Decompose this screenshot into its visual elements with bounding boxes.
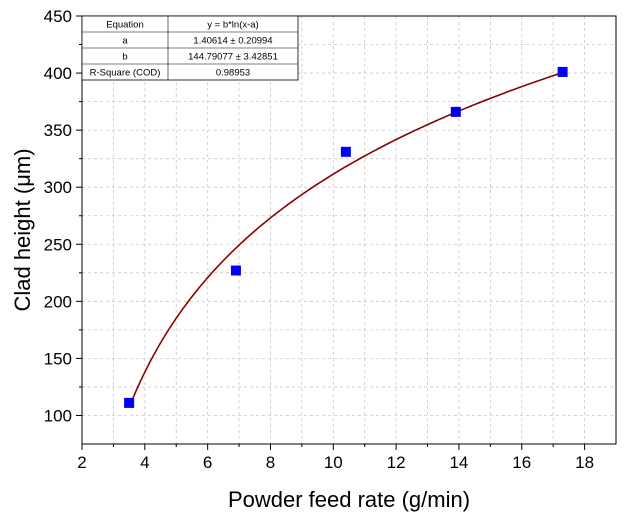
fit-table-value: 1.40614 ± 0.20994	[193, 36, 272, 47]
y-tick-label: 250	[44, 235, 72, 254]
fit-results-table: Equation y = b*ln(x-a) a 1.40614 ± 0.20994 b…	[81, 15, 299, 81]
data-point	[450, 106, 461, 117]
y-tick-label: 300	[44, 178, 72, 197]
x-axis-title: Powder feed rate (g/min)	[228, 487, 470, 512]
x-tick-label: 16	[512, 453, 531, 472]
x-tick-label: 2	[77, 453, 86, 472]
fit-table-label: a	[122, 36, 128, 47]
fit-table-label: R-Square (COD)	[90, 68, 161, 79]
fit-curve-group	[128, 71, 563, 408]
x-tick-label: 6	[203, 453, 212, 472]
x-tick-label: 4	[140, 453, 149, 472]
y-tick-label: 200	[44, 292, 72, 311]
data-point	[124, 397, 135, 408]
x-tick-label: 8	[266, 453, 275, 472]
data-point	[340, 146, 351, 157]
x-tick-label: 14	[449, 453, 468, 472]
fit-table-value: y = b*ln(x-a)	[207, 20, 258, 31]
data-points	[124, 66, 568, 408]
x-tick-label: 18	[575, 453, 594, 472]
fit-table-label: Equation	[106, 20, 144, 31]
fit-curve	[128, 71, 563, 408]
y-tick-label: 150	[44, 349, 72, 368]
axis-ticks: 2 4 6 8 10 12 14 16 18 100 150 200 250 300 350 400 450	[44, 7, 594, 472]
fit-table-value: 0.98953	[216, 68, 250, 79]
plot-frame	[81, 15, 617, 445]
y-tick-label: 400	[44, 64, 72, 83]
data-point	[230, 265, 241, 276]
y-axis-title: Clad height (μm)	[10, 148, 35, 311]
y-tick-label: 350	[44, 121, 72, 140]
grid-lines	[82, 16, 616, 444]
fit-table-label: b	[122, 52, 127, 63]
x-tick-label: 10	[324, 453, 343, 472]
y-tick-label: 100	[44, 406, 72, 425]
data-point	[557, 66, 568, 77]
y-tick-label: 450	[44, 7, 72, 26]
fit-table-value: 144.79077 ± 3.42851	[188, 52, 278, 63]
x-tick-label: 12	[387, 453, 406, 472]
